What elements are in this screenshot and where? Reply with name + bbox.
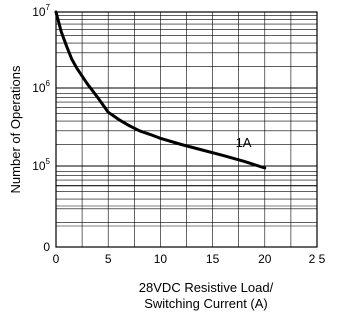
- x-tick-label: 0: [53, 252, 60, 266]
- x-tick-label: 2 5: [309, 252, 326, 266]
- x-tick-labels: 0 5 10 15 20 2 5: [53, 252, 326, 266]
- x-axis-title-line1: 28VDC Resistive Load/: [139, 280, 274, 295]
- y-tick-label: 0: [43, 240, 50, 254]
- vertical-gridlines: [81, 12, 292, 247]
- x-tick-label: 15: [206, 252, 220, 266]
- y-tick-label: 106: [32, 79, 50, 95]
- x-axis-title-line2: Switching Current (A): [144, 296, 268, 311]
- y-tick-labels: 107 106 105 0: [32, 3, 50, 254]
- y-tick-label: 105: [32, 157, 50, 173]
- y-axis-title: Number of Operations: [8, 65, 23, 193]
- plot-frame: [55, 11, 318, 248]
- y-tick-label: 107: [32, 3, 50, 19]
- x-tick-label: 10: [154, 252, 168, 266]
- x-tick-label: 20: [258, 252, 272, 266]
- series-label-1a: 1A: [236, 135, 252, 150]
- series-line-1a: [54, 10, 267, 170]
- x-tick-label: 5: [105, 252, 112, 266]
